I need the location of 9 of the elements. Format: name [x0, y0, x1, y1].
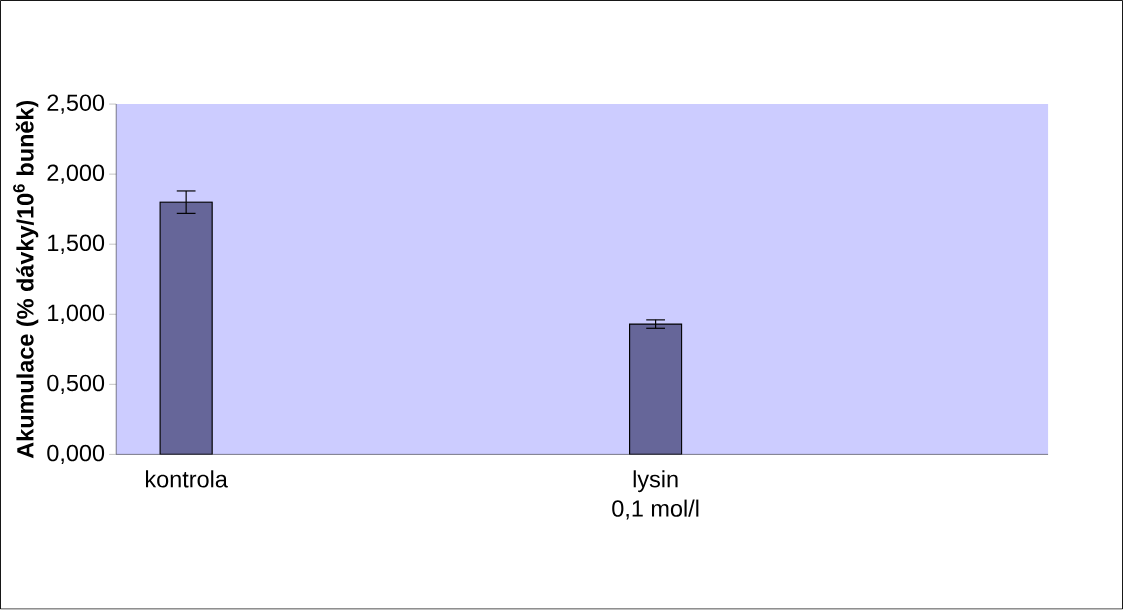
y-tick-label: 0,500 — [47, 374, 105, 395]
x-tick-label: kontrola — [146, 470, 228, 488]
x-tick-label: lysin 0,1 mol/l — [612, 470, 699, 520]
y-tick-label: 2,000 — [47, 164, 105, 185]
y-axis-title: Akumulace (% dávky/10$^{6}$ buněk) — [13, 101, 39, 459]
y-tick-label: 2,500 — [47, 94, 105, 114]
y-tick-label: 0,000 — [47, 444, 105, 465]
y-tick-label: 1,000 — [48, 304, 105, 325]
y-tick-label: 1,500 — [48, 234, 105, 255]
